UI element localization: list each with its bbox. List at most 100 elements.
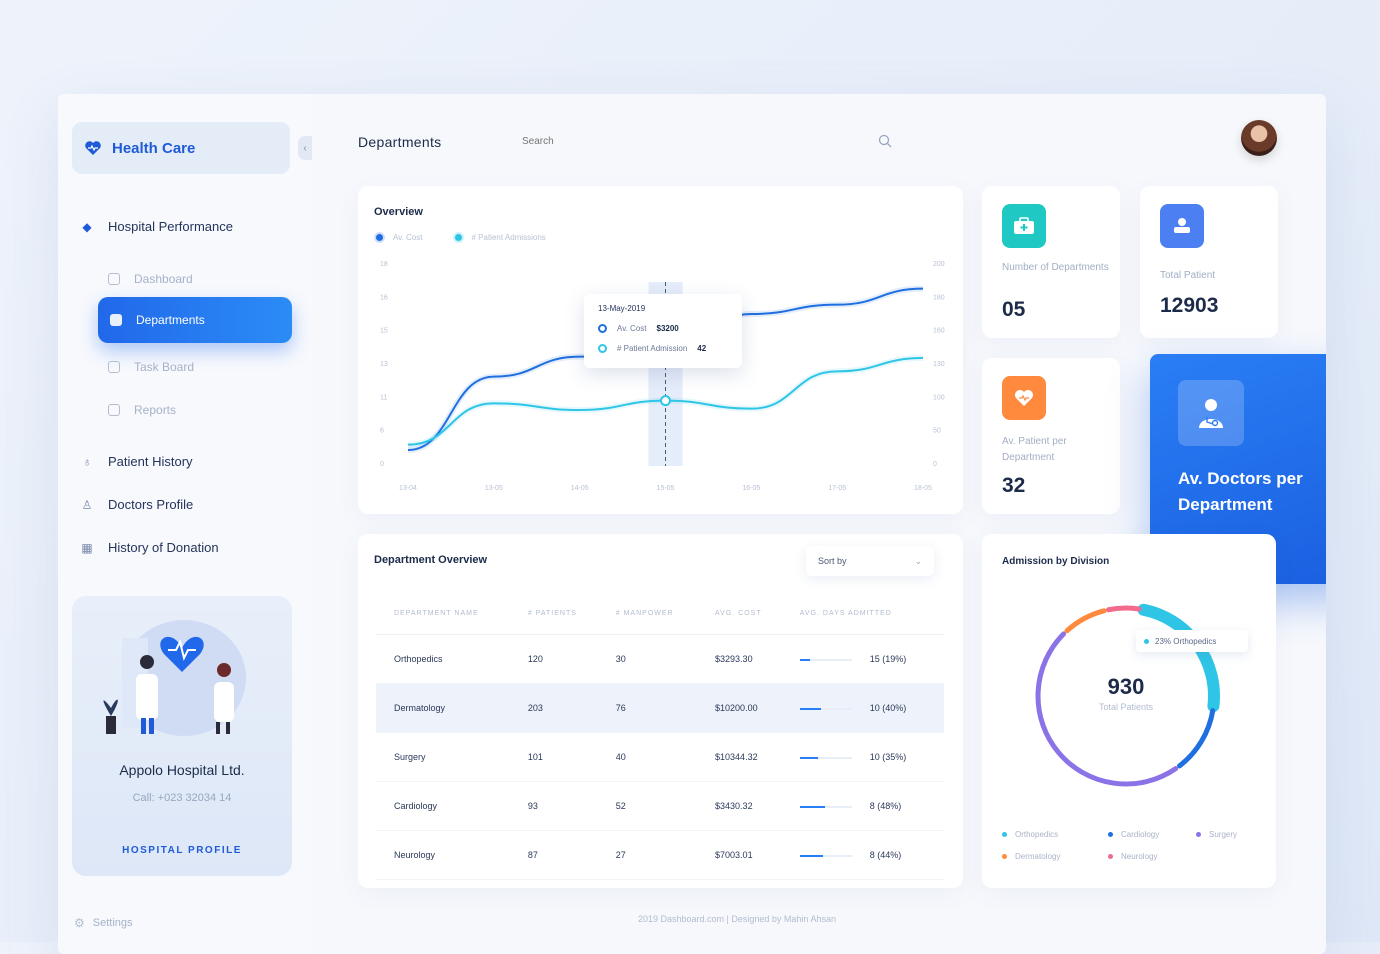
task-icon: [108, 361, 120, 373]
donut-slice[interactable]: [1064, 608, 1107, 634]
x-tick-label: 15-05: [657, 485, 675, 492]
stat-value: 32: [1002, 474, 1026, 497]
tooltip-cost-label: Av. Cost: [617, 324, 647, 333]
legend-label: # Patient Admissions: [471, 233, 546, 242]
cell-manpower: 30: [597, 634, 698, 684]
big-stat-label: Av. Doctors per Department: [1178, 469, 1303, 514]
legend-label: Surgery: [1209, 830, 1238, 839]
sidebar-subitem-task-board[interactable]: Task Board: [108, 360, 194, 374]
donut-slice[interactable]: [1105, 605, 1142, 613]
x-tick-label: 16-05: [742, 485, 760, 492]
days-bar: [799, 658, 852, 661]
cell-name: Cardiology: [376, 781, 510, 831]
days-bar-fill: [799, 658, 810, 661]
sidebar-item-label: Dashboard: [134, 272, 193, 286]
legend-item-neurology[interactable]: Neurology: [1108, 852, 1157, 861]
sidebar-subitem-reports[interactable]: Reports: [108, 403, 176, 417]
days-text: 8 (48%): [869, 801, 902, 811]
stat-label: Av. Patient per Department: [1002, 436, 1067, 463]
table-row[interactable]: Orthopedics 120 30 $3293.30 15 (19%): [376, 634, 944, 684]
cell-cost: $10200.00: [697, 683, 782, 733]
col-header[interactable]: # MANPOWER: [597, 592, 698, 635]
hospital-profile-link[interactable]: HOSPITAL PROFILE: [122, 845, 242, 856]
y-left-tick-label: 0: [380, 461, 384, 468]
stat-label: Total Patient: [1160, 270, 1216, 281]
sidebar-subitem-dashboard[interactable]: Dashboard: [108, 272, 193, 286]
tooltip-adm-label: # Patient Admission: [617, 344, 688, 353]
hospital-name: Appolo Hospital Ltd.: [119, 762, 245, 778]
sidebar-subitem-departments[interactable]: Departments: [98, 297, 292, 343]
table-row[interactable]: Dermatology 203 76 $10200.00 10 (40%): [376, 683, 944, 733]
days-text: 10 (40%): [869, 703, 907, 713]
cell-days: 10 (40%): [781, 683, 944, 733]
cell-days: 8 (48%): [781, 781, 944, 831]
cell-patients: 87: [509, 830, 598, 880]
sidebar-item-patient-history[interactable]: ♁ Patient History: [80, 454, 193, 469]
days-text: 10 (35%): [869, 752, 907, 762]
table-row[interactable]: Neurology 87 27 $7003.01 8 (44%): [376, 830, 944, 880]
sidebar: Health Care ‹ ◆ Hospital Performance Das…: [58, 94, 313, 954]
col-header[interactable]: AVG. COST: [697, 592, 782, 635]
dashboard-icon: [108, 273, 120, 285]
brand[interactable]: Health Care: [72, 122, 290, 174]
sidebar-item-doctors-profile[interactable]: ♙ Doctors Profile: [80, 497, 194, 512]
donut-center: 930 Total Patients: [1042, 674, 1210, 712]
sort-label: Sort by: [818, 556, 847, 566]
table-row[interactable]: Cardiology 93 52 $3430.32 8 (48%): [376, 781, 944, 831]
donut-tooltip-text: 23% Orthopedics: [1155, 636, 1217, 646]
avatar[interactable]: [1241, 120, 1277, 156]
footer-credit: 2019 Dashboard.com | Designed by Mahin A…: [638, 914, 836, 924]
cell-patients: 203: [509, 683, 598, 733]
days-bar: [799, 707, 852, 710]
y-right-tick-label: 180: [933, 294, 945, 301]
sidebar-item-history-of-donation[interactable]: ▦ History of Donation: [80, 540, 219, 555]
donut-slice[interactable]: [1035, 631, 1179, 787]
donut-slice[interactable]: [1177, 708, 1216, 769]
cell-days: 15 (19%): [781, 634, 944, 684]
cell-days: 8 (44%): [781, 830, 944, 880]
col-header[interactable]: # PATIENTS: [509, 592, 598, 635]
y-right-tick-label: 0: [933, 461, 937, 468]
tooltip-adm-value: 42: [697, 344, 707, 353]
col-header[interactable]: AVG. DAYS ADMITTED: [781, 592, 944, 635]
heart-logo-icon: [85, 141, 101, 155]
medkit-icon: [1002, 204, 1046, 248]
doctor-badge-icon: [1178, 380, 1244, 446]
sidebar-item-hospital-performance[interactable]: ◆ Hospital Performance: [80, 219, 233, 234]
days-bar-fill: [799, 805, 825, 808]
y-left-tick-label: 11: [380, 394, 387, 401]
sidebar-item-label: History of Donation: [108, 540, 219, 555]
tooltip-date: 13-May-2019: [598, 304, 646, 313]
days-bar: [799, 756, 852, 759]
search-bar[interactable]: [506, 124, 906, 158]
department-overview-card: Department Overview Sort by ⌄ DEPARTMENT…: [358, 534, 963, 888]
sort-dropdown[interactable]: Sort by ⌄: [806, 546, 934, 576]
chevron-left-icon[interactable]: ‹: [298, 136, 312, 160]
x-tick-label: 13-04: [399, 485, 417, 492]
cell-days: 10 (35%): [781, 732, 944, 782]
settings-link[interactable]: ⚙ Settings: [74, 916, 133, 930]
col-header[interactable]: DEPARTMENT NAME: [376, 592, 510, 635]
tooltip-cost-value: $3200: [656, 324, 679, 333]
legend-label: Neurology: [1121, 852, 1158, 861]
legend-item-orthopedics[interactable]: Orthopedics: [1002, 830, 1058, 839]
sidebar-item-label: Departments: [136, 313, 205, 327]
cell-cost: $3293.30: [697, 634, 782, 684]
doctor-icon: ♙: [81, 497, 93, 512]
search-icon[interactable]: [878, 134, 892, 148]
sidebar-item-label: Task Board: [134, 360, 195, 374]
legend-label: Orthopedics: [1015, 830, 1059, 839]
legend-item-surgery[interactable]: Surgery: [1196, 830, 1237, 839]
legend-item-cardiology[interactable]: Cardiology: [1108, 830, 1159, 839]
table-row[interactable]: Surgery 101 40 $10344.32 10 (35%): [376, 732, 944, 782]
stat-card-avg-patient: Av. Patient per Department 32: [982, 358, 1120, 514]
search-input[interactable]: [520, 134, 824, 148]
tooltip-row-cost: Av. Cost $3200: [598, 324, 679, 333]
legend-item-admissions[interactable]: # Patient Admissions: [452, 232, 546, 243]
x-tick-label: 18-05: [914, 485, 932, 492]
legend-item-dermatology[interactable]: Dermatology: [1002, 852, 1060, 861]
series-point[interactable]: [660, 395, 671, 407]
hospital-phone: Call: +023 32034 14: [132, 792, 232, 804]
legend-item-cost[interactable]: Av. Cost: [374, 232, 423, 243]
y-right-tick-label: 130: [933, 361, 945, 368]
